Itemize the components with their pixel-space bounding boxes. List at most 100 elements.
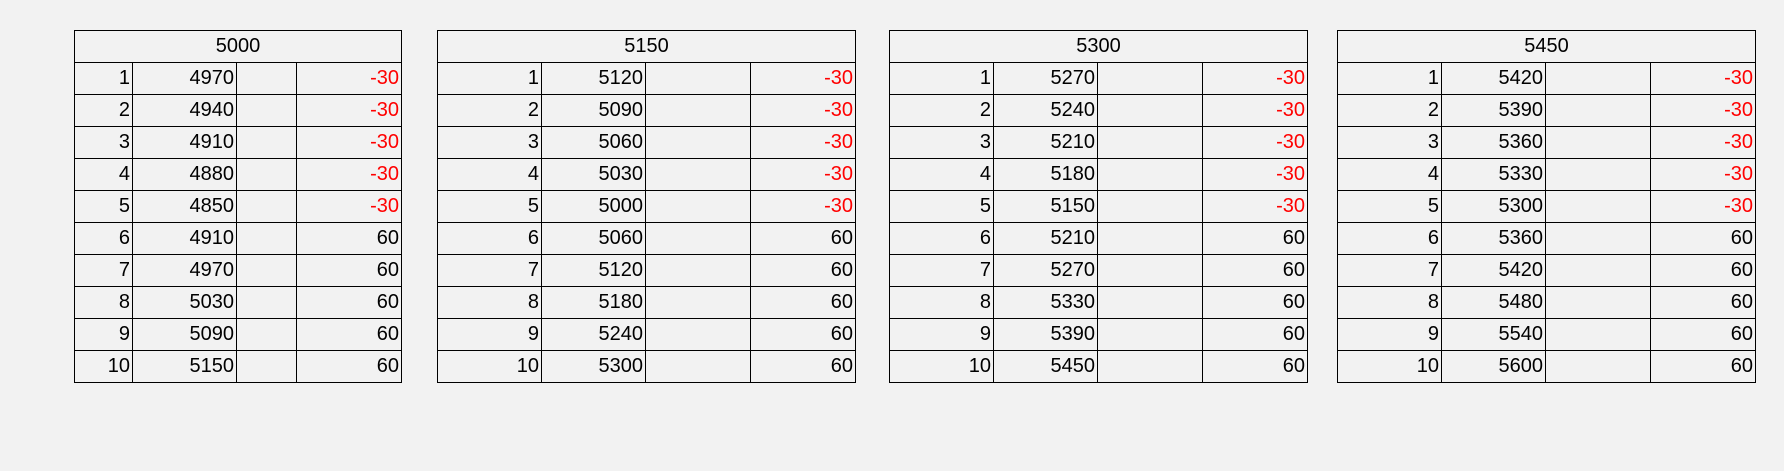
delta-cell[interactable]: 60 bbox=[1202, 286, 1308, 319]
blank-cell[interactable] bbox=[236, 158, 297, 191]
row-index-cell[interactable]: 4 bbox=[1337, 158, 1442, 191]
value-cell[interactable]: 5390 bbox=[993, 318, 1098, 351]
row-index-cell[interactable]: 3 bbox=[1337, 126, 1442, 159]
blank-cell[interactable] bbox=[645, 318, 751, 351]
delta-cell[interactable]: 60 bbox=[750, 254, 856, 287]
row-index-cell[interactable]: 10 bbox=[74, 350, 133, 383]
row-index-cell[interactable]: 1 bbox=[889, 62, 994, 95]
value-cell[interactable]: 5180 bbox=[993, 158, 1098, 191]
row-index-cell[interactable]: 2 bbox=[889, 94, 994, 127]
delta-cell[interactable]: -30 bbox=[750, 126, 856, 159]
value-cell[interactable]: 5330 bbox=[1441, 158, 1546, 191]
row-index-cell[interactable]: 9 bbox=[889, 318, 994, 351]
value-cell[interactable]: 5240 bbox=[541, 318, 646, 351]
row-index-cell[interactable]: 7 bbox=[1337, 254, 1442, 287]
value-cell[interactable]: 5060 bbox=[541, 222, 646, 255]
value-cell[interactable]: 5420 bbox=[1441, 62, 1546, 95]
row-index-cell[interactable]: 7 bbox=[74, 254, 133, 287]
row-index-cell[interactable]: 10 bbox=[889, 350, 994, 383]
delta-cell[interactable]: -30 bbox=[1650, 190, 1756, 223]
value-cell[interactable]: 4940 bbox=[132, 94, 237, 127]
delta-cell[interactable]: -30 bbox=[296, 94, 402, 127]
value-cell[interactable]: 5150 bbox=[993, 190, 1098, 223]
delta-cell[interactable]: 60 bbox=[1650, 222, 1756, 255]
value-cell[interactable]: 5300 bbox=[541, 350, 646, 383]
blank-cell[interactable] bbox=[236, 286, 297, 319]
value-cell[interactable]: 5120 bbox=[541, 254, 646, 287]
value-cell[interactable]: 5150 bbox=[132, 350, 237, 383]
blank-cell[interactable] bbox=[1097, 94, 1203, 127]
row-index-cell[interactable]: 10 bbox=[1337, 350, 1442, 383]
blank-cell[interactable] bbox=[645, 222, 751, 255]
value-cell[interactable]: 4970 bbox=[132, 254, 237, 287]
blank-cell[interactable] bbox=[645, 286, 751, 319]
blank-cell[interactable] bbox=[645, 254, 751, 287]
row-index-cell[interactable]: 2 bbox=[437, 94, 542, 127]
blank-cell[interactable] bbox=[1545, 318, 1651, 351]
delta-cell[interactable]: 60 bbox=[1650, 350, 1756, 383]
delta-cell[interactable]: -30 bbox=[750, 190, 856, 223]
row-index-cell[interactable]: 6 bbox=[1337, 222, 1442, 255]
value-cell[interactable]: 5090 bbox=[132, 318, 237, 351]
row-index-cell[interactable]: 9 bbox=[74, 318, 133, 351]
blank-cell[interactable] bbox=[645, 350, 751, 383]
delta-cell[interactable]: 60 bbox=[296, 254, 402, 287]
blank-cell[interactable] bbox=[1097, 318, 1203, 351]
delta-cell[interactable]: -30 bbox=[296, 126, 402, 159]
delta-cell[interactable]: -30 bbox=[750, 94, 856, 127]
blank-cell[interactable] bbox=[1545, 94, 1651, 127]
blank-cell[interactable] bbox=[1545, 190, 1651, 223]
delta-cell[interactable]: -30 bbox=[750, 158, 856, 191]
delta-cell[interactable]: -30 bbox=[1650, 126, 1756, 159]
row-index-cell[interactable]: 8 bbox=[437, 286, 542, 319]
value-cell[interactable]: 4880 bbox=[132, 158, 237, 191]
blank-cell[interactable] bbox=[236, 94, 297, 127]
blank-cell[interactable] bbox=[1097, 158, 1203, 191]
value-cell[interactable]: 5480 bbox=[1441, 286, 1546, 319]
delta-cell[interactable]: 60 bbox=[296, 318, 402, 351]
blank-cell[interactable] bbox=[645, 62, 751, 95]
value-cell[interactable]: 5450 bbox=[993, 350, 1098, 383]
blank-cell[interactable] bbox=[1097, 254, 1203, 287]
value-cell[interactable]: 5270 bbox=[993, 62, 1098, 95]
row-index-cell[interactable]: 7 bbox=[889, 254, 994, 287]
row-index-cell[interactable]: 8 bbox=[74, 286, 133, 319]
blank-cell[interactable] bbox=[645, 190, 751, 223]
delta-cell[interactable]: -30 bbox=[296, 158, 402, 191]
value-cell[interactable]: 5210 bbox=[993, 222, 1098, 255]
value-cell[interactable]: 5420 bbox=[1441, 254, 1546, 287]
row-index-cell[interactable]: 7 bbox=[437, 254, 542, 287]
blank-cell[interactable] bbox=[1545, 62, 1651, 95]
blank-cell[interactable] bbox=[1097, 222, 1203, 255]
blank-cell[interactable] bbox=[236, 318, 297, 351]
blank-cell[interactable] bbox=[1545, 126, 1651, 159]
row-index-cell[interactable]: 1 bbox=[1337, 62, 1442, 95]
delta-cell[interactable]: -30 bbox=[1202, 62, 1308, 95]
value-cell[interactable]: 5030 bbox=[132, 286, 237, 319]
blank-cell[interactable] bbox=[236, 254, 297, 287]
row-index-cell[interactable]: 3 bbox=[437, 126, 542, 159]
delta-cell[interactable]: -30 bbox=[1202, 126, 1308, 159]
value-cell[interactable]: 5270 bbox=[993, 254, 1098, 287]
delta-cell[interactable]: 60 bbox=[1650, 318, 1756, 351]
delta-cell[interactable]: 60 bbox=[750, 222, 856, 255]
blank-cell[interactable] bbox=[236, 222, 297, 255]
row-index-cell[interactable]: 5 bbox=[889, 190, 994, 223]
blank-cell[interactable] bbox=[236, 350, 297, 383]
value-cell[interactable]: 5360 bbox=[1441, 222, 1546, 255]
delta-cell[interactable]: -30 bbox=[1650, 94, 1756, 127]
row-index-cell[interactable]: 1 bbox=[437, 62, 542, 95]
blank-cell[interactable] bbox=[645, 158, 751, 191]
row-index-cell[interactable]: 4 bbox=[437, 158, 542, 191]
delta-cell[interactable]: -30 bbox=[296, 62, 402, 95]
row-index-cell[interactable]: 9 bbox=[1337, 318, 1442, 351]
row-index-cell[interactable]: 2 bbox=[74, 94, 133, 127]
value-cell[interactable]: 5090 bbox=[541, 94, 646, 127]
delta-cell[interactable]: -30 bbox=[296, 190, 402, 223]
value-cell[interactable]: 5360 bbox=[1441, 126, 1546, 159]
blank-cell[interactable] bbox=[645, 126, 751, 159]
value-cell[interactable]: 5210 bbox=[993, 126, 1098, 159]
table-header[interactable]: 5300 bbox=[889, 30, 1308, 63]
delta-cell[interactable]: 60 bbox=[296, 286, 402, 319]
delta-cell[interactable]: 60 bbox=[1650, 286, 1756, 319]
